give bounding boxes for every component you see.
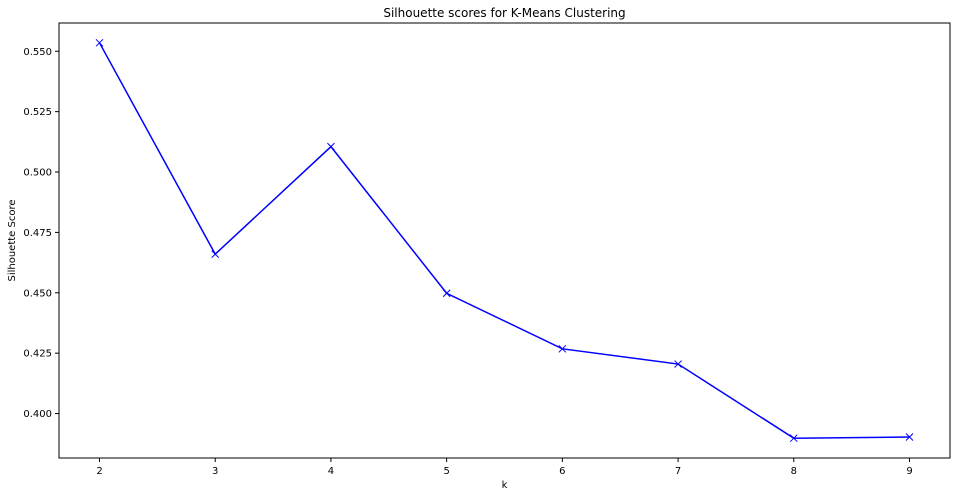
y-tick-label: 0.525 [23, 107, 52, 118]
data-point [327, 142, 335, 151]
data-point [95, 38, 104, 47]
y-tick-label: 0.400 [23, 409, 52, 420]
x-tick-label: 7 [675, 466, 681, 477]
x-tick-label: 9 [906, 466, 912, 477]
x-tick-label: 2 [96, 466, 102, 477]
y-tick-label: 0.475 [23, 228, 52, 239]
x-axis: 2 3 4 5 6 7 8 9 [96, 458, 913, 477]
data-point [442, 289, 451, 298]
x-tick-label: 5 [443, 466, 449, 477]
chart-title: Silhouette scores for K-Means Clustering [383, 6, 625, 20]
series-line-silhouette [98, 42, 910, 439]
plot-frame [58, 22, 951, 459]
y-tick-label: 0.550 [23, 47, 52, 58]
data-point [905, 433, 914, 441]
x-axis-label: k [502, 480, 508, 491]
data-point [211, 250, 220, 259]
y-tick-label: 0.450 [23, 288, 52, 299]
x-tick-label: 8 [791, 466, 797, 477]
data-point [789, 434, 798, 443]
y-tick-label: 0.500 [23, 168, 52, 179]
data-point [558, 344, 567, 353]
series-markers [95, 38, 914, 443]
y-axis-label: Silhouette Score [7, 199, 18, 281]
x-tick-label: 4 [328, 466, 334, 477]
x-tick-label: 3 [212, 466, 218, 477]
x-tick-label: 6 [559, 466, 565, 477]
data-point [674, 360, 682, 368]
y-axis: 0.400 0.425 0.450 0.475 0.500 0.525 0.550 [23, 47, 59, 420]
y-tick-label: 0.425 [23, 349, 52, 360]
